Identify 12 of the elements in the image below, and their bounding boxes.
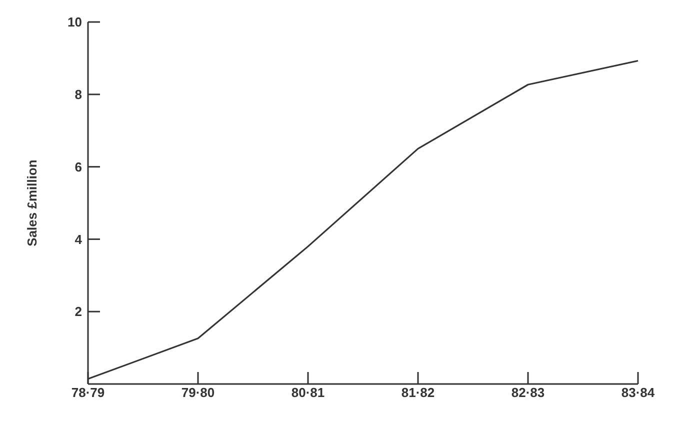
x-tick-label: 81·82 <box>401 385 435 400</box>
y-tick-label: 2 <box>74 304 82 320</box>
x-tick-label: 83·84 <box>621 385 656 400</box>
y-axis-title: Sales £million <box>24 160 40 246</box>
x-tick-label: 79·80 <box>181 385 215 400</box>
y-tick-label: 6 <box>74 159 82 174</box>
y-tick-label: 4 <box>74 232 83 247</box>
x-tick-label: 82·83 <box>511 385 545 400</box>
x-tick-label: 78·79 <box>71 385 105 400</box>
y-tick-label: 8 <box>74 87 82 102</box>
y-tick-label: 10 <box>68 14 82 30</box>
x-tick-label: 80·81 <box>291 385 325 400</box>
